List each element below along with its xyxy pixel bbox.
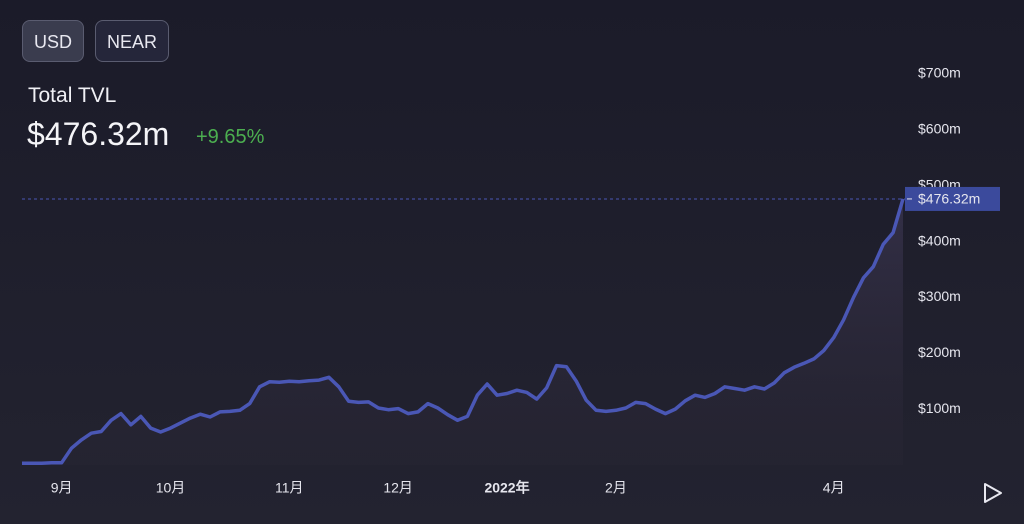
y-tick-label: $600m — [918, 121, 961, 137]
x-tick-label: 12月 — [383, 480, 413, 496]
near-button[interactable]: NEAR — [95, 20, 169, 62]
y-tick-label: $400m — [918, 232, 961, 248]
tvl-value: $476.32m — [27, 116, 170, 152]
x-tick-label: 2月 — [605, 480, 627, 496]
tvl-change: +9.65% — [196, 126, 265, 148]
x-tick-label: 4月 — [823, 480, 845, 496]
y-tick-label: $200m — [918, 344, 961, 360]
play-icon[interactable] — [984, 483, 1002, 503]
y-tick-label: $300m — [918, 288, 961, 304]
price-tag-label: $476.32m — [918, 191, 980, 207]
area — [22, 198, 903, 465]
tvl-label: Total TVL — [28, 84, 117, 107]
price-tag — [905, 186, 1000, 211]
x-tick-label: 10月 — [156, 480, 186, 496]
y-tick-label: $700m — [918, 65, 961, 81]
x-tick-label: 9月 — [51, 480, 73, 496]
line — [22, 198, 905, 466]
y-tick-label: $100m — [918, 400, 961, 416]
x-tick-label: 2022年 — [484, 480, 529, 496]
x-tick-label: 11月 — [275, 480, 304, 496]
usd-button[interactable]: USD — [22, 20, 84, 62]
